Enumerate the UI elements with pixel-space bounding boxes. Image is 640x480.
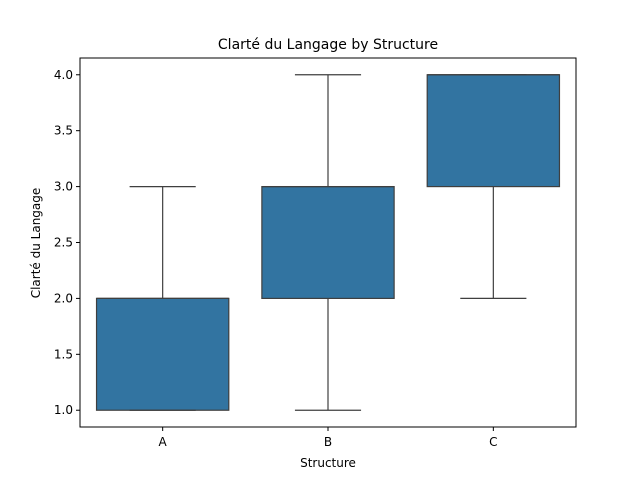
y-tick-label: 2.0 [54, 291, 73, 305]
y-axis-label: Clarté du Langage [29, 188, 43, 299]
x-tick-label: A [159, 435, 168, 449]
x-tick-label: B [324, 435, 332, 449]
iqr-box [426, 74, 561, 188]
y-tick-label: 1.5 [54, 347, 73, 361]
plot-frame [79, 57, 577, 428]
x-axis-label: Structure [300, 456, 356, 470]
y-tick-label: 3.0 [54, 180, 73, 194]
y-tick-label: 2.5 [54, 236, 73, 250]
y-tick-label: 1.0 [54, 403, 73, 417]
y-axis: 1.0 1.5 2.0 2.5 3.0 3.5 4.0 [54, 68, 80, 417]
box-C [426, 74, 561, 300]
y-tick-label: 3.5 [54, 124, 73, 138]
y-tick-label: 4.0 [54, 68, 73, 82]
x-axis: A B C [159, 427, 498, 449]
iqr-box [95, 297, 230, 411]
box-B [261, 74, 395, 411]
chart-title: Clarté du Langage by Structure [218, 37, 438, 53]
iqr-box [261, 185, 395, 300]
box-A [95, 185, 230, 411]
plot-area [95, 74, 561, 411]
x-tick-label: C [489, 435, 497, 449]
